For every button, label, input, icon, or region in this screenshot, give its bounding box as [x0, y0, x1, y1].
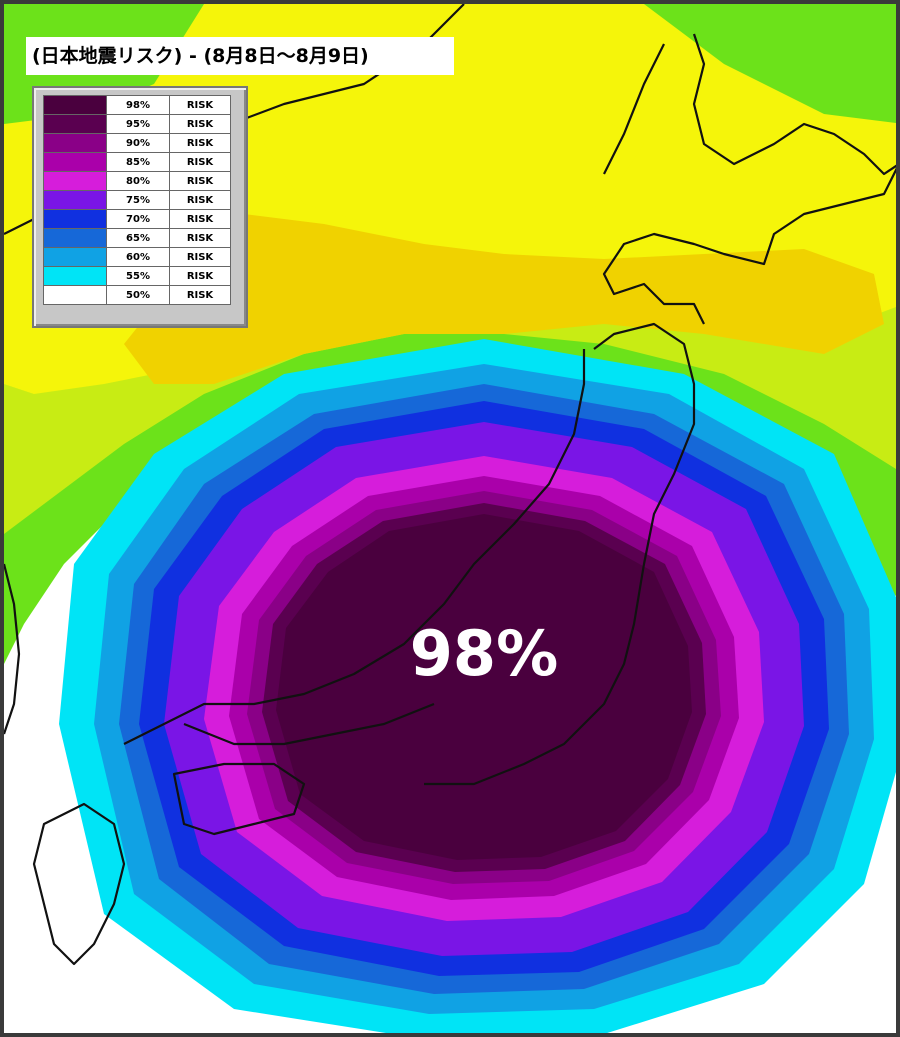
- coastline-inland: [183, 702, 435, 746]
- legend-row: 70% RISK: [43, 209, 231, 229]
- zone-green-topright: [644, 4, 896, 123]
- coastline-shikoku: [172, 762, 306, 836]
- legend-percent: 70%: [106, 209, 170, 229]
- legend-percent: 50%: [106, 285, 170, 305]
- map-title: (日本地震リスク) - (8月8日～8月9日): [26, 37, 454, 75]
- legend-percent: 75%: [106, 190, 170, 210]
- zone-yellow-orange: [124, 214, 884, 384]
- legend-label: RISK: [169, 266, 231, 286]
- coastline-honshu-west: [123, 349, 586, 745]
- legend-row: 95% RISK: [43, 114, 231, 134]
- coastline-korea: [4, 563, 21, 735]
- legend-swatch: [43, 209, 107, 229]
- coastline-kyushu: [32, 802, 126, 966]
- legend-table: 98% RISK 95% RISK 90% RISK 85% RISK 80% RISK 75% RI…: [43, 95, 231, 305]
- legend: 98% RISK 95% RISK 90% RISK 85% RISK 80% RISK 75% RI…: [32, 86, 248, 328]
- legend-percent: 85%: [106, 152, 170, 172]
- legend-swatch: [43, 247, 107, 267]
- legend-row: 80% RISK: [43, 171, 231, 191]
- legend-row: 85% RISK: [43, 152, 231, 172]
- legend-label: RISK: [169, 285, 231, 305]
- ring-98: [276, 514, 692, 860]
- legend-percent: 90%: [106, 133, 170, 153]
- legend-swatch: [43, 266, 107, 286]
- legend-row: 65% RISK: [43, 228, 231, 248]
- legend-label: RISK: [169, 152, 231, 172]
- legend-percent: 65%: [106, 228, 170, 248]
- legend-percent: 55%: [106, 266, 170, 286]
- legend-label: RISK: [169, 190, 231, 210]
- center-risk-label: 98%: [409, 617, 559, 690]
- legend-label: RISK: [169, 247, 231, 267]
- legend-swatch: [43, 285, 107, 305]
- legend-swatch: [43, 133, 107, 153]
- legend-label: RISK: [169, 114, 231, 134]
- legend-percent: 98%: [106, 95, 170, 115]
- legend-swatch: [43, 171, 107, 191]
- coastline-sakhalin: [603, 43, 665, 175]
- legend-label: RISK: [169, 95, 231, 115]
- legend-row: 50% RISK: [43, 285, 231, 305]
- legend-swatch: [43, 190, 107, 210]
- legend-row: 55% RISK: [43, 266, 231, 286]
- risk-rings: [59, 339, 896, 1033]
- coastlines: [4, 4, 896, 966]
- legend-swatch: [43, 152, 107, 172]
- legend-percent: 60%: [106, 247, 170, 267]
- coastline-honshu-east: [424, 322, 696, 786]
- legend-row: 60% RISK: [43, 247, 231, 267]
- risk-map: [4, 4, 896, 1033]
- coastline-hokkaido: [602, 33, 896, 325]
- legend-row: 75% RISK: [43, 190, 231, 210]
- legend-percent: 80%: [106, 171, 170, 191]
- legend-label: RISK: [169, 228, 231, 248]
- legend-row: 90% RISK: [43, 133, 231, 153]
- legend-swatch: [43, 228, 107, 248]
- legend-percent: 95%: [106, 114, 170, 134]
- zone-yellow-upper: [264, 64, 644, 234]
- legend-label: RISK: [169, 171, 231, 191]
- legend-label: RISK: [169, 133, 231, 153]
- legend-label: RISK: [169, 209, 231, 229]
- legend-swatch: [43, 114, 107, 134]
- legend-swatch: [43, 95, 107, 115]
- legend-row: 98% RISK: [43, 95, 231, 115]
